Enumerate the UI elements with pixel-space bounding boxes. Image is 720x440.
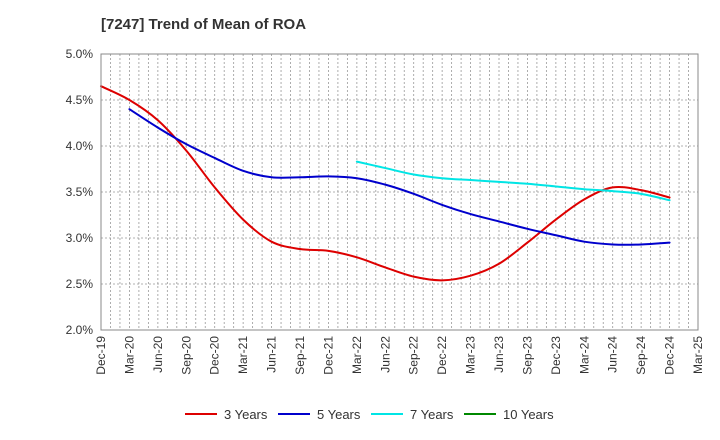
y-tick-label: 2.0% — [66, 323, 94, 337]
x-tick-label: Jun-24 — [606, 336, 620, 373]
legend-label: 10 Years — [503, 407, 554, 422]
x-axis-ticks: Dec-19 Mar-20 Jun-20 Sep-20 Dec-20 Mar-21 Jun-… — [94, 336, 705, 375]
x-tick-label: Dec-20 — [208, 336, 222, 375]
x-tick-label: Mar-21 — [236, 336, 250, 374]
chart-title: [7247] Trend of Mean of ROA — [101, 16, 306, 33]
x-tick-label: Dec-23 — [549, 336, 563, 375]
x-tick-label: Sep-20 — [179, 336, 193, 375]
x-tick-label: Sep-23 — [520, 336, 534, 375]
x-tick-label: Mar-24 — [577, 336, 591, 374]
y-tick-label: 5.0% — [66, 47, 94, 61]
plot-area-frame — [100, 53, 699, 331]
x-tick-label: Mar-25 — [691, 336, 705, 374]
grid — [101, 54, 698, 330]
x-tick-label: Mar-23 — [464, 336, 478, 374]
x-tick-label: Sep-22 — [407, 336, 421, 375]
x-tick-label: Jun-22 — [378, 336, 392, 373]
y-axis-ticks: 2.0% 2.5% 3.0% 3.5% 4.0% 4.5% 5.0% — [66, 47, 94, 337]
series-line-5-years — [128, 108, 671, 246]
x-tick-label: Jun-20 — [151, 336, 165, 373]
x-tick-label: Mar-22 — [350, 336, 364, 374]
y-tick-label: 4.5% — [66, 93, 94, 107]
x-tick-label: Dec-21 — [321, 336, 335, 375]
legend-label: 7 Years — [410, 407, 454, 422]
x-tick-label: Sep-21 — [293, 336, 307, 375]
x-tick-label: Jun-21 — [265, 336, 279, 373]
series-line-7-years — [355, 160, 671, 202]
legend-label: 3 Years — [224, 407, 268, 422]
x-tick-label: Jun-23 — [492, 336, 506, 373]
y-tick-label: 2.5% — [66, 277, 94, 291]
legend-label: 5 Years — [317, 407, 361, 422]
x-tick-label: Sep-24 — [634, 336, 648, 375]
y-tick-label: 3.5% — [66, 185, 94, 199]
x-tick-label: Dec-19 — [94, 336, 108, 375]
x-tick-label: Dec-22 — [435, 336, 449, 375]
x-tick-label: Dec-24 — [663, 336, 677, 375]
series-lines — [100, 85, 671, 282]
x-tick-label: Mar-20 — [122, 336, 136, 374]
y-tick-label: 4.0% — [66, 139, 94, 153]
y-tick-label: 3.0% — [66, 231, 94, 245]
legend: 3 Years 5 Years 7 Years 10 Years — [185, 407, 554, 422]
series-line-3-years — [100, 85, 671, 282]
